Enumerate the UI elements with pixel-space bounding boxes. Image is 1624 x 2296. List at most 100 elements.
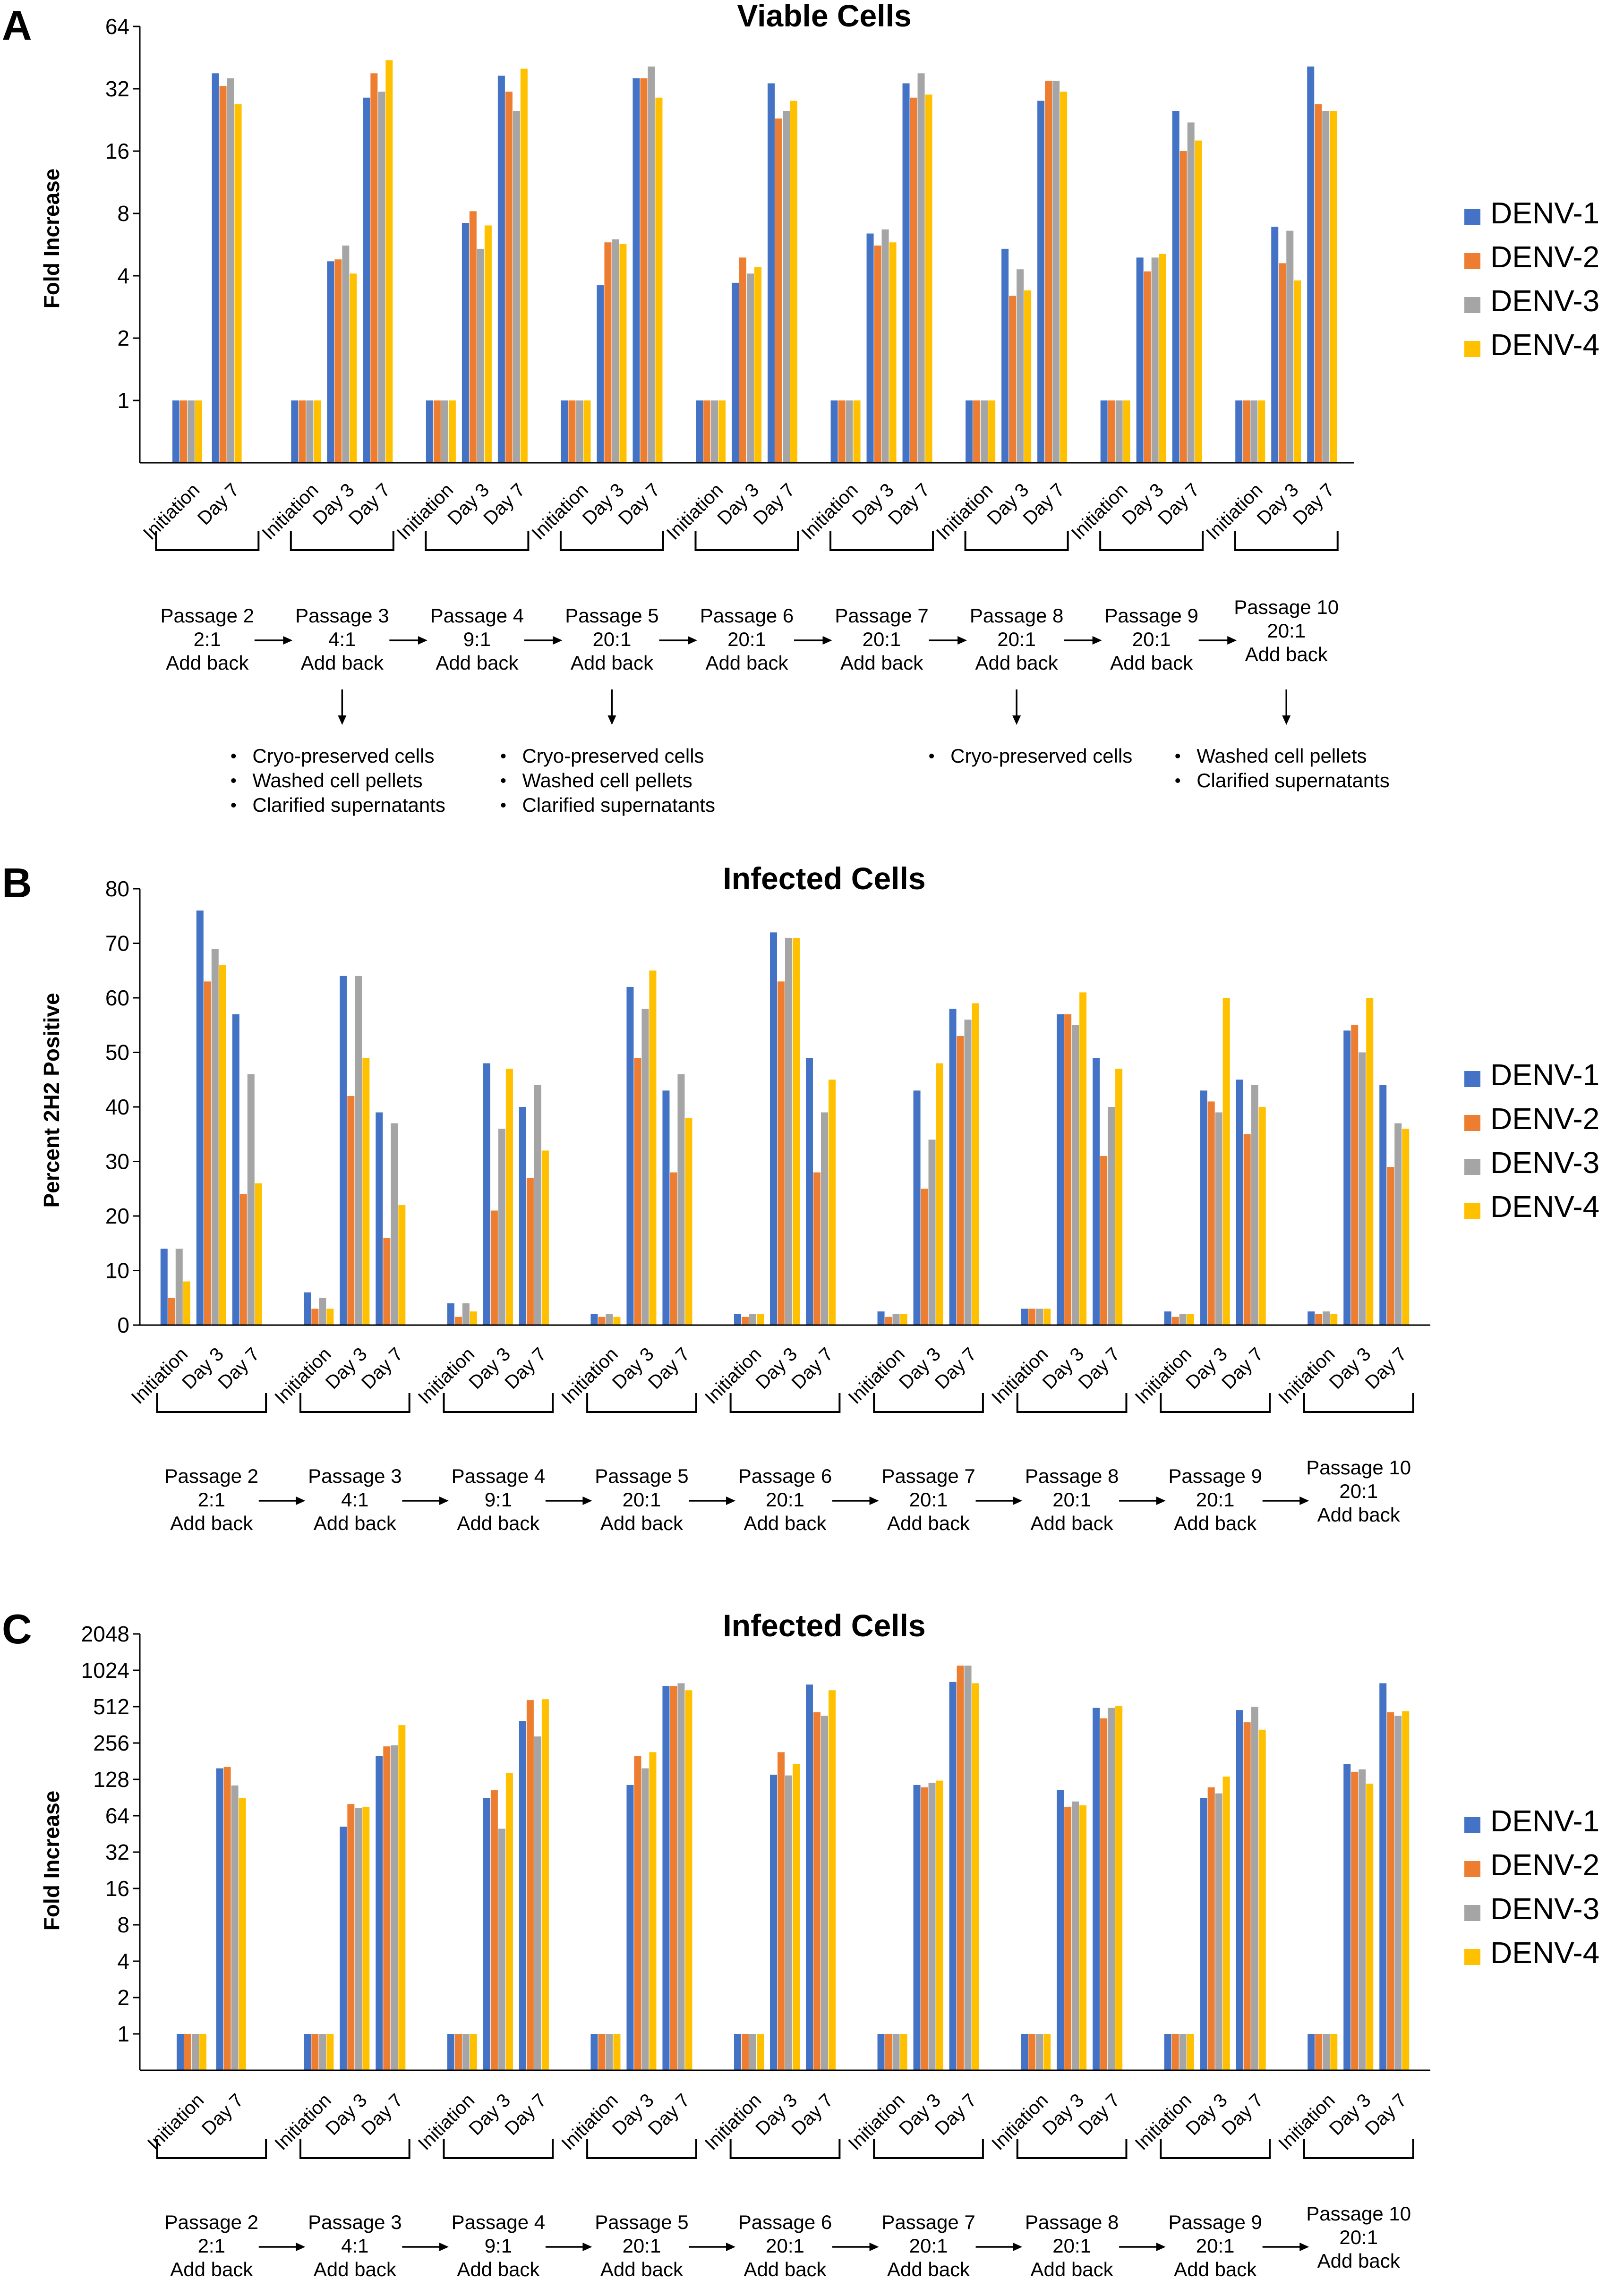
panel-c-bar-denv-4 (757, 2034, 764, 2070)
storage-bullet-dot (501, 803, 506, 808)
panel-a-passage-bracket (964, 531, 1069, 551)
panel-a-bar-denv-3 (1151, 257, 1159, 463)
panel-a-bar-denv-4 (448, 400, 456, 463)
panel-c-bar-denv-2 (1387, 1712, 1394, 2070)
storage-arrowhead (607, 715, 616, 725)
panel-b-bar-denv-2 (1387, 1167, 1394, 1325)
panel-b-x-category-label: Day 3 (752, 1344, 801, 1393)
panel-c-bar-denv-4 (1402, 1711, 1410, 2070)
panel-a-bar-denv-2 (838, 400, 846, 463)
panel-b-bar-denv-2 (1207, 1101, 1215, 1325)
panel-b-bar-denv-3 (534, 1085, 541, 1325)
panel-b-bar-denv-4 (398, 1205, 406, 1325)
panel-a-bar-denv-2 (604, 242, 612, 463)
panel-c-y-tick-label: 2048 (81, 1622, 129, 1646)
panel-b-passage-ratio: 2:1 (198, 1488, 225, 1511)
panel-a-x-category-label: Day 7 (479, 479, 529, 529)
panel-b-bar-denv-2 (168, 1298, 175, 1325)
panel-b-bar-denv-3 (1072, 1025, 1079, 1325)
panel-b-x-category-label: Day 3 (322, 1344, 371, 1393)
panel-b-x-category-label: Day 7 (358, 1344, 407, 1393)
panel-a-x-category-label: Day 3 (1253, 479, 1303, 529)
panel-a-legend-label-denv-3: DENV-3 (1490, 284, 1599, 318)
panel-b-bar-denv-4 (649, 970, 657, 1325)
panel-a-bar-denv-1 (172, 400, 179, 463)
panel-b-x-category-label: Day 3 (178, 1344, 228, 1393)
panel-a-bar-denv-4 (583, 400, 591, 463)
panel-c-passage-note: Add back (744, 2258, 827, 2280)
storage-arrowhead (1282, 715, 1291, 725)
panel-a-y-tick-label: 2 (117, 326, 129, 350)
panel-b-passage-ratio: 20:1 (909, 1488, 948, 1511)
panel-a-passage-ratio: 20:1 (593, 628, 632, 650)
panel-a-passage-arrowhead (1092, 636, 1102, 645)
panel-c-bar-denv-2 (526, 1700, 534, 2070)
panel-a-bar-denv-3 (846, 400, 853, 463)
panel-b-bar-denv-2 (1028, 1309, 1036, 1325)
panel-c-y-tick-label: 512 (93, 1694, 129, 1719)
panel-a-passage-arrowhead (418, 636, 427, 645)
panel-c-bar-denv-4 (613, 2034, 621, 2070)
panel-c-bar-denv-3 (1036, 2034, 1043, 2070)
panel-b-bar-denv-2 (1100, 1156, 1108, 1325)
storage-bullet-dot (231, 803, 236, 808)
panel-b-bar-denv-1 (1093, 1058, 1100, 1325)
panel-c-bar-denv-2 (184, 2034, 191, 2070)
panel-b-passage-arrowhead (296, 1497, 306, 1505)
panel-a-bar-denv-4 (754, 267, 761, 463)
panel-b-bar-denv-4 (936, 1063, 943, 1325)
storage-bullet-dot (1175, 778, 1180, 783)
panel-c-bar-denv-4 (1187, 2034, 1194, 2070)
panel-a-bar-denv-3 (711, 400, 718, 463)
panel-a-passage-name: Passage 10 (1234, 596, 1339, 618)
panel-c-x-category-label: Day 7 (1218, 2090, 1267, 2139)
panel-c-x-category-label: Day 3 (895, 2090, 945, 2139)
panel-a-x-category-label: Day 3 (1118, 479, 1168, 529)
panel-b-bar-denv-2 (1064, 1014, 1072, 1325)
panel-b-passage-ratio: 20:1 (1052, 1488, 1091, 1511)
panel-b-bar-denv-4 (685, 1118, 692, 1325)
panel-c-passage-ratio: 20:1 (1196, 2235, 1235, 2257)
panel-a-passage-note: Add back (705, 652, 788, 674)
panel-b-x-category-label: Day 3 (608, 1344, 658, 1393)
panel-a-legend-swatch-denv-2 (1464, 253, 1480, 269)
panel-a-passage-arrowhead (688, 636, 697, 645)
panel-b-legend-label-denv-3: DENV-3 (1490, 1146, 1599, 1180)
panel-b-bar-denv-3 (247, 1074, 255, 1325)
panel-b-passage-bracket (443, 1393, 554, 1413)
panel-b-passage-note: Add back (1317, 1504, 1401, 1526)
panel-c-bar-denv-3 (191, 2034, 199, 2070)
panel-b-passage-name: Passage 7 (881, 1465, 975, 1487)
panel-b-bar-denv-3 (1215, 1112, 1222, 1325)
panel-a-passage-ratio: 20:1 (727, 628, 766, 650)
panel-a-bar-denv-3 (1187, 122, 1195, 463)
panel-b-passage-name: Passage 10 (1306, 1456, 1411, 1479)
panel-a-passage-bracket (694, 531, 799, 551)
storage-note-item: Washed cell pellets (522, 769, 692, 791)
panel-a-bar-denv-3 (306, 400, 314, 463)
panel-a-bar-denv-4 (1330, 111, 1337, 463)
panel-c-bar-denv-2 (670, 1686, 677, 2070)
panel-a-passage-name: Passage 9 (1104, 604, 1198, 627)
panel-a-bar-denv-1 (497, 76, 505, 463)
panel-b-bar-denv-3 (749, 1314, 756, 1325)
panel-b-bar-denv-3 (1323, 1311, 1330, 1325)
panel-a-x-category-label: Initiation (139, 479, 204, 544)
panel-b-bar-denv-3 (1108, 1107, 1115, 1325)
panel-b-bar-denv-1 (626, 986, 634, 1325)
panel-b-bar-denv-3 (606, 1314, 613, 1325)
panel-a-title: Viable Cells (737, 0, 911, 33)
panel-a-bar-denv-3 (747, 273, 754, 463)
panel-c-y-tick-label: 1 (117, 2022, 129, 2046)
panel-b-bar-denv-4 (362, 1058, 370, 1325)
panel-c-bar-denv-1 (1021, 2034, 1028, 2070)
storage-bullet-dot (929, 754, 934, 758)
panel-a-passage-name: Passage 8 (970, 604, 1063, 627)
panel-a-passage-arrowhead (283, 636, 293, 645)
panel-c-bar-denv-4 (541, 1699, 549, 2070)
panel-a-x-category-label: Day 7 (615, 479, 664, 529)
panel-b-bar-denv-4 (757, 1314, 764, 1325)
panel-c-passage-bracket (1016, 2139, 1128, 2159)
panel-b-bar-denv-3 (319, 1298, 326, 1325)
panel-a-y-tick-label: 4 (117, 264, 129, 288)
